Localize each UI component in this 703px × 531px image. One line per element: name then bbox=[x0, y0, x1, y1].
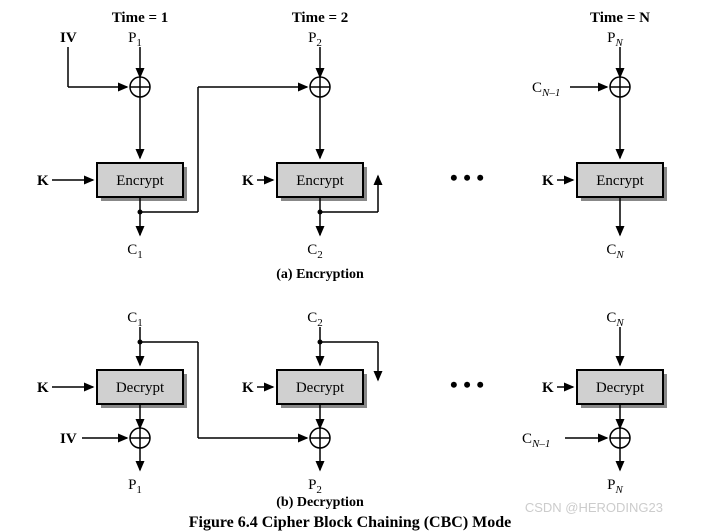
dec-col-1: C1 Decrypt K IV P1 bbox=[37, 310, 307, 496]
k-label: K bbox=[37, 173, 49, 189]
svg-text:IV: IV bbox=[60, 431, 77, 447]
dec-col-2: C2 Decrypt K P2 bbox=[242, 310, 378, 496]
subtitle-decryption: (b) Decryption bbox=[276, 495, 364, 510]
svg-text:K: K bbox=[542, 173, 554, 189]
c-label: C1 bbox=[127, 242, 143, 261]
svg-text:C1: C1 bbox=[127, 310, 143, 329]
dots: • • • bbox=[450, 165, 484, 190]
svg-text:Encrypt: Encrypt bbox=[296, 173, 344, 189]
figure-title: Figure 6.4 Cipher Block Chaining (CBC) M… bbox=[189, 514, 512, 531]
watermark: CSDN @HERODING23 bbox=[525, 500, 663, 515]
enc-col-2: Time = 2 P2 Encrypt K C2 bbox=[242, 10, 378, 261]
svg-text:• • •: • • • bbox=[450, 372, 484, 397]
encrypt-label: Encrypt bbox=[116, 173, 164, 189]
subtitle-encryption: (a) Encryption bbox=[276, 267, 364, 282]
enc-col-n: Time = N PN CN–1 Encrypt K CN bbox=[532, 10, 667, 261]
dec-col-n: CN Decrypt K CN–1 PN bbox=[522, 310, 667, 496]
svg-text:Decrypt: Decrypt bbox=[116, 380, 165, 396]
svg-text:Decrypt: Decrypt bbox=[296, 380, 345, 396]
svg-text:CN–1: CN–1 bbox=[532, 80, 560, 99]
svg-text:K: K bbox=[242, 173, 254, 189]
svg-text:PN: PN bbox=[607, 477, 623, 496]
svg-text:Time = 2: Time = 2 bbox=[292, 10, 349, 26]
p-label: P1 bbox=[128, 30, 142, 49]
time-label: Time = 1 bbox=[112, 10, 169, 26]
svg-text:K: K bbox=[37, 380, 49, 396]
enc-col-1: Time = 1 P1 IV Encrypt K C1 bbox=[37, 10, 307, 261]
svg-text:K: K bbox=[242, 380, 254, 396]
svg-text:P2: P2 bbox=[308, 477, 322, 496]
svg-text:CN: CN bbox=[606, 310, 624, 329]
svg-text:C2: C2 bbox=[307, 310, 323, 329]
svg-text:Decrypt: Decrypt bbox=[596, 380, 645, 396]
svg-text:CN–1: CN–1 bbox=[522, 431, 550, 450]
iv-label: IV bbox=[60, 30, 77, 46]
svg-text:Time = N: Time = N bbox=[590, 10, 650, 26]
svg-text:P1: P1 bbox=[128, 477, 142, 496]
cbc-diagram: Time = 1 P1 IV Encrypt K C1 Time = 2 P2 … bbox=[0, 0, 703, 531]
svg-text:PN: PN bbox=[607, 30, 623, 49]
svg-text:K: K bbox=[542, 380, 554, 396]
svg-text:C2: C2 bbox=[307, 242, 323, 261]
svg-text:Encrypt: Encrypt bbox=[596, 173, 644, 189]
svg-text:P2: P2 bbox=[308, 30, 322, 49]
svg-text:CN: CN bbox=[606, 242, 624, 261]
